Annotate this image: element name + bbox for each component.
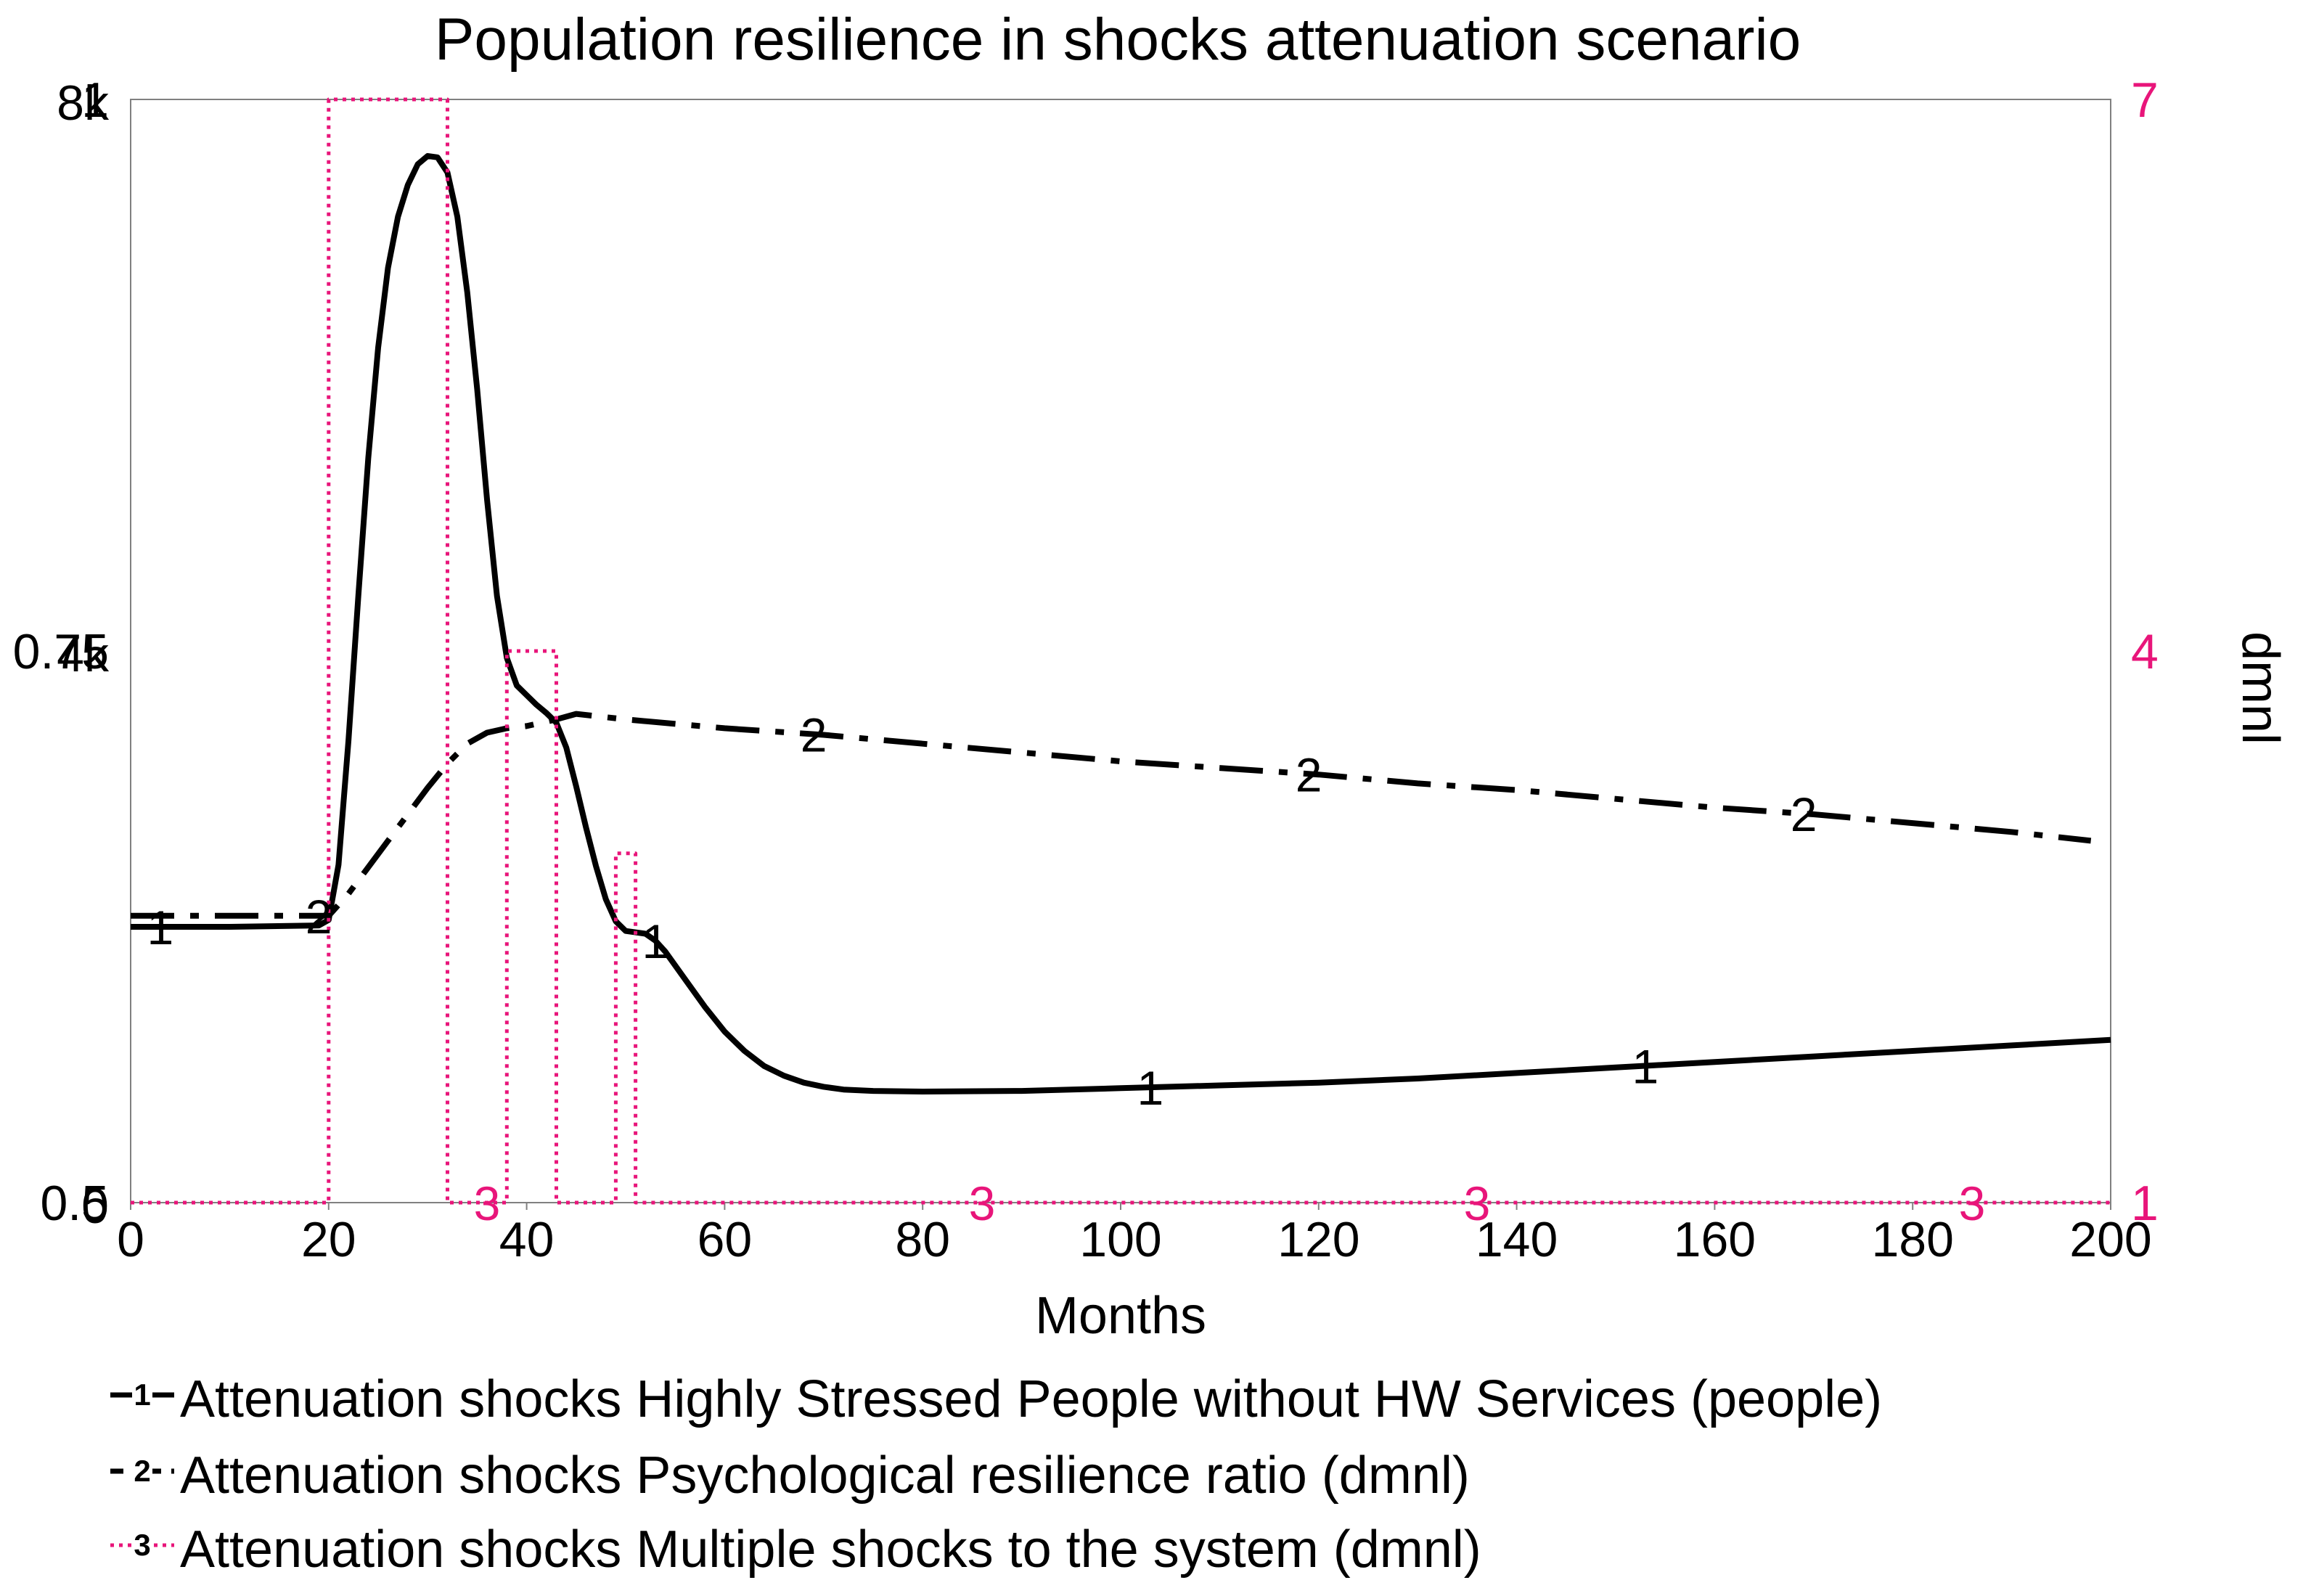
x-tick-label: 160	[1674, 1212, 1756, 1267]
x-tick-label: 20	[301, 1212, 356, 1267]
series-3-marker: 3	[1464, 1176, 1491, 1230]
legend-label-1: Attenuation shocks Highly Stressed Peopl…	[180, 1370, 1882, 1428]
x-tick-label: 80	[895, 1212, 950, 1267]
y-axis-2-ticks: 0.5 0.75 1	[13, 73, 109, 1231]
x-tick-label: 60	[698, 1212, 753, 1267]
x-tick-label: 120	[1277, 1212, 1359, 1267]
y3-tick-label: 7	[2131, 73, 2159, 128]
legend-marker-bg	[132, 1452, 152, 1487]
y3-tick-label: 1	[2131, 1176, 2159, 1231]
series-2-marker: 2	[1296, 748, 1322, 801]
series-2-marker: 2	[801, 708, 827, 762]
x-tick-label: 180	[1871, 1212, 1953, 1267]
x-axis-label: Months	[1035, 1287, 1206, 1345]
x-tick-label: 200	[2069, 1212, 2151, 1267]
legend-marker-bg	[132, 1526, 152, 1561]
y2-tick-label: 1	[81, 73, 109, 128]
series-2-marker: 2	[1791, 787, 1817, 841]
legend-label-3: Attenuation shocks Multiple shocks to th…	[180, 1521, 1481, 1579]
chart-title: Population resilience in shocks attenuat…	[435, 7, 1801, 73]
series-1-marker: 1	[1632, 1040, 1659, 1094]
plot-area-frame	[130, 99, 2111, 1203]
series-1-marker: 1	[147, 901, 174, 954]
y2-tick-label: 0.75	[13, 624, 109, 679]
legend-marker-2: 2	[134, 1454, 150, 1488]
series-1-marker: 1	[642, 914, 669, 968]
legend: 1 Attenuation shocks Highly Stressed Peop…	[110, 1370, 1882, 1579]
legend-marker-1: 1	[134, 1378, 150, 1412]
y1-tick-label: 0	[81, 1179, 109, 1234]
series-1-marker: 1	[1137, 1061, 1164, 1115]
y2-tick-label: 0.5	[40, 1176, 109, 1231]
series-3-marker: 3	[474, 1176, 501, 1230]
series-layer	[131, 97, 2111, 1205]
x-tick-label: 0	[117, 1212, 144, 1267]
series-1-line	[131, 152, 2111, 1094]
right-axis-label: dmnl	[2231, 631, 2289, 745]
y-axis-1-ticks: 0 4k 8k	[57, 75, 110, 1234]
x-tick-label: 100	[1079, 1212, 1161, 1267]
series-3-marker: 3	[1959, 1176, 1986, 1230]
y3-tick-label: 4	[2131, 624, 2159, 679]
legend-label-2: Attenuation shocks Psychological resilie…	[180, 1446, 1470, 1505]
x-tick-label: 140	[1476, 1212, 1558, 1267]
x-tick-label: 40	[499, 1212, 555, 1267]
legend-marker-bg	[132, 1376, 152, 1411]
legend-marker-3: 3	[134, 1528, 150, 1562]
series-2-marker: 2	[306, 890, 332, 944]
series-3-line	[131, 97, 2111, 1205]
series-markers: 1 1 1 1 2 2 2 2 3 3 3 3	[147, 708, 1986, 1230]
y-axis-3-ticks: 1 4 7	[2131, 73, 2159, 1231]
series-3-marker: 3	[969, 1176, 996, 1230]
y1-tick-label: 8k	[57, 75, 110, 131]
y1-tick-label: 4k	[57, 627, 110, 682]
x-axis-ticks: 0 20 40 60 80 100 120 140 160 180 200	[117, 1203, 2152, 1267]
